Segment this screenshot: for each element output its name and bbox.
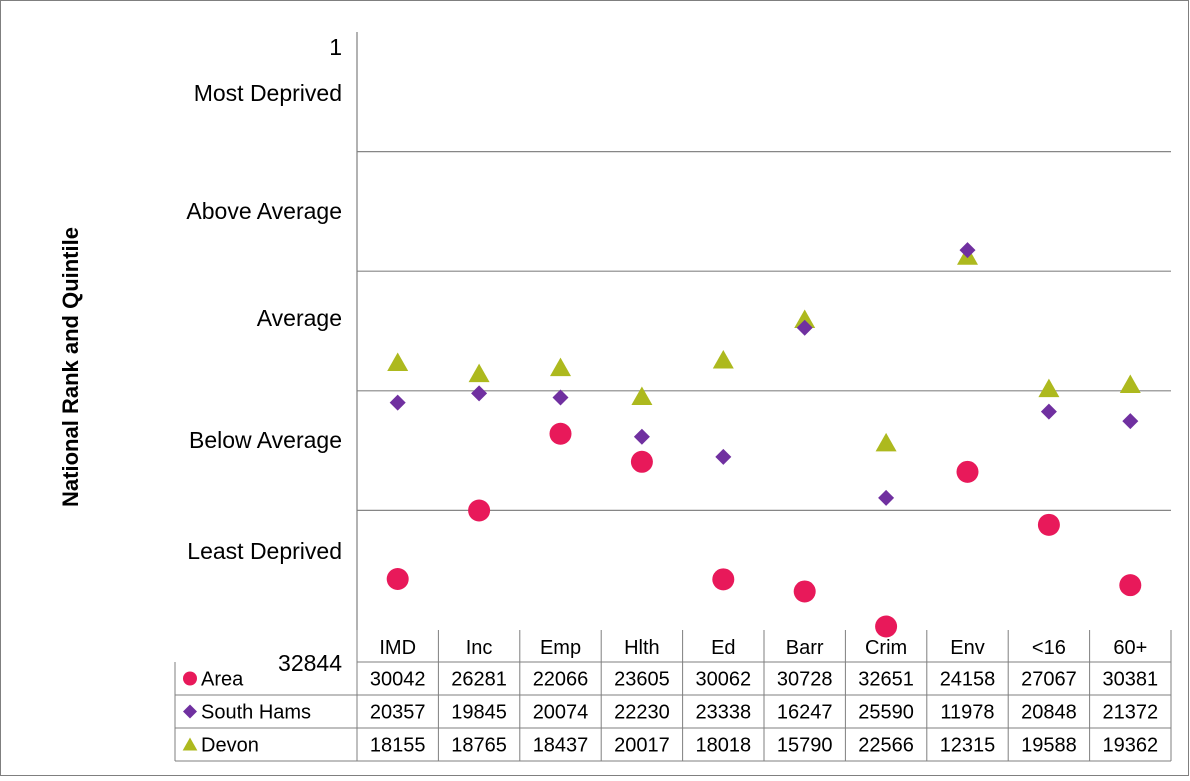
table-value: 19362 [1102,735,1158,757]
category-label: 60+ [1113,637,1147,659]
band-label: Least Deprived [187,538,342,564]
category-label: Env [950,637,984,659]
table-value: 20848 [1021,702,1077,724]
point-area [793,580,816,603]
y-bottom-label: 32844 [278,650,342,676]
band-labels: Most Deprived Above Average Average Below A… [186,80,342,564]
point-devon [631,386,653,405]
table-value: 20357 [370,702,426,724]
table-value: 20017 [614,735,670,757]
table-value: 18018 [695,735,751,757]
point-south-hams [471,385,488,402]
point-devon [1038,378,1060,398]
table-value: 16247 [777,702,833,724]
table-value: 18155 [370,735,426,757]
category-label: Hlth [624,637,660,659]
table-value: 22230 [614,702,670,724]
point-area [386,567,409,590]
point-south-hams [878,489,895,506]
table-value: 19845 [451,702,507,724]
band-label: Most Deprived [194,80,342,106]
category-label: Ed [711,637,735,659]
legend-marker-triangle [182,737,198,751]
table-value: 30381 [1102,669,1158,691]
table-value: 23338 [695,702,751,724]
point-south-hams [552,389,569,406]
table-value: 30728 [777,669,833,691]
data-table: IMD Inc Emp Hlth Ed Barr Crim Env <16 60+ Area 3004… [174,630,1172,762]
point-devon [387,352,409,372]
point-area [712,568,735,591]
table-value: 24158 [940,669,996,691]
point-devon [1119,374,1141,394]
band-label: Below Average [189,427,342,453]
table-value: 27067 [1021,669,1077,691]
table-value: 12315 [940,735,996,757]
legend-marker-circle [183,671,197,686]
table-value: 20074 [533,702,589,724]
point-devon [712,350,734,369]
quintile-gridlines [357,151,1171,511]
point-area [956,460,979,483]
point-devon [550,357,571,377]
table-value: 26281 [451,669,507,691]
y-axis-title: National Rank and Quintile [58,227,83,507]
legend-label: Area [201,669,244,691]
point-south-hams [715,448,732,465]
point-devon [875,432,897,452]
legend-label: South Hams [201,702,311,724]
category-label: IMD [379,637,416,659]
point-south-hams [1040,403,1057,420]
category-label: Barr [786,637,824,659]
table-value: 15790 [777,735,833,757]
table-value: 30042 [370,669,426,691]
legend-label: Devon [201,735,259,757]
legend-marker-diamond [183,704,197,719]
table-value: 21372 [1102,702,1158,724]
category-label: <16 [1032,637,1066,659]
point-area [468,499,491,522]
table-value: 11978 [940,702,994,724]
point-area [1119,574,1142,597]
category-label: Inc [466,637,493,659]
table-value: 25590 [858,702,914,724]
category-label: Crim [865,637,907,659]
data-markers [386,242,1142,638]
point-devon [794,309,816,328]
point-south-hams [796,319,813,336]
category-label: Emp [540,637,581,659]
point-devon [468,363,490,383]
y-top-label: 1 [329,34,342,60]
point-south-hams [389,394,406,411]
table-value: 30062 [695,669,751,691]
table-value: 22066 [533,669,589,691]
point-south-hams [959,242,976,259]
point-area [549,422,572,445]
band-label: Average [257,305,342,331]
point-area [630,450,653,473]
point-area [1037,513,1060,536]
table-value: 19588 [1021,735,1077,757]
band-label: Above Average [186,198,342,224]
table-value: 18437 [533,735,589,757]
point-south-hams [633,428,650,445]
table-value: 18765 [451,735,507,757]
point-area [875,615,898,638]
table-value: 23605 [614,669,670,691]
table-value: 22566 [858,735,914,757]
table-value: 32651 [858,669,914,691]
point-south-hams [1122,413,1139,430]
